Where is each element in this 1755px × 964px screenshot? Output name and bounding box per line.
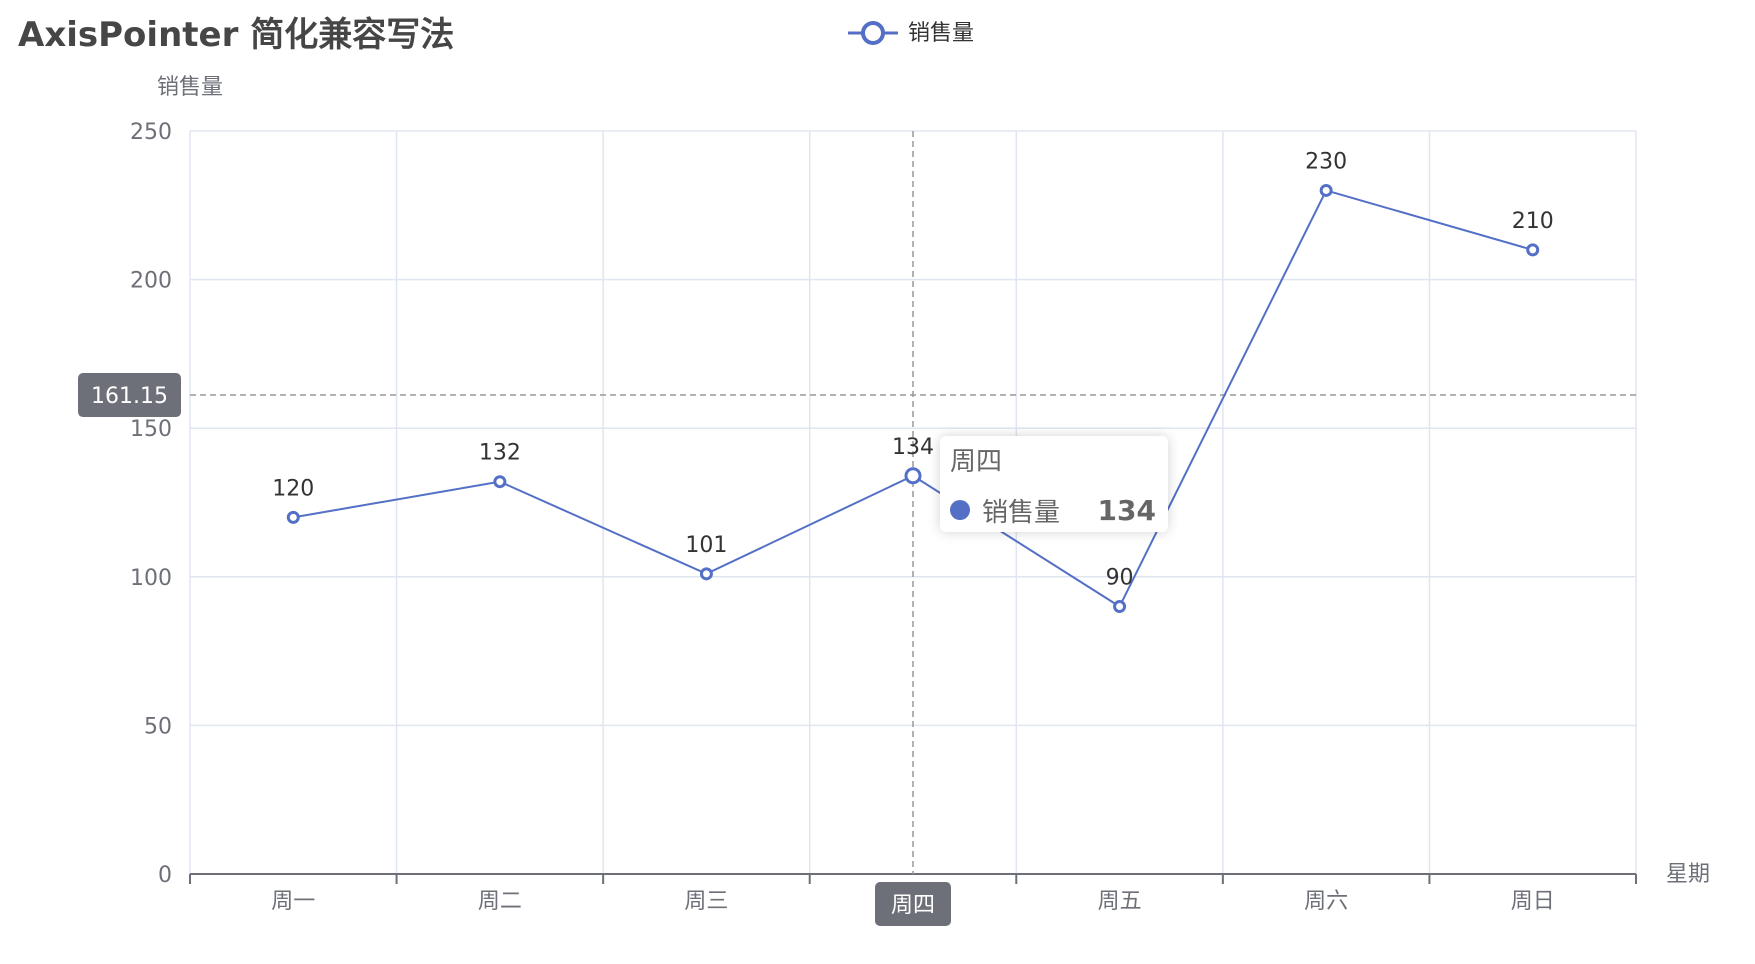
pointer-x-label: 周四 [891,893,935,918]
y-axis-name: 销售量 [157,75,223,100]
x-tick-label: 周六 [1304,889,1348,914]
legend[interactable]: 销售量 [848,21,974,46]
pointer-y-label: 161.15 [91,384,168,409]
y-axis-ticks: 0 50 100 150 200 250 [130,120,172,888]
tooltip-value: 134 [1097,493,1156,527]
data-point[interactable] [493,475,507,489]
x-axis: 周一 周二 周三 周五 周六 周日 [189,873,1637,914]
legend-circle-marker [861,21,885,45]
data-point[interactable] [1113,600,1127,614]
pointer-x-label-bg [875,882,951,926]
data-label: 210 [1512,209,1554,234]
y-tick-label: 50 [144,714,172,739]
x-tick-label: 周一 [271,889,315,914]
tooltip: 周四 销售量 134 [940,436,1168,532]
series-line[interactable] [286,183,1540,614]
y-tick-label: 250 [130,120,172,145]
data-label: 230 [1305,149,1347,174]
tooltip-series-name: 销售量 [982,497,1061,528]
axis-pointer-lines [190,131,1636,874]
y-tick-label: 150 [130,417,172,442]
data-label: 90 [1106,566,1134,591]
data-point[interactable] [699,567,713,581]
x-tick-label: 周五 [1098,889,1142,914]
chart-title: AxisPointer 简化兼容写法 [18,15,454,55]
data-label: 134 [892,435,934,460]
y-tick-label: 200 [130,269,172,294]
x-axis-name: 星期 [1666,862,1710,887]
data-label: 120 [272,476,314,501]
x-tick-label: 周二 [478,889,522,914]
data-label: 101 [685,533,727,558]
data-point[interactable] [904,467,922,485]
data-point[interactable] [1526,243,1540,257]
tooltip-row: 销售量 134 [950,492,1158,528]
x-tick-label: 周三 [684,889,728,914]
tooltip-title: 周四 [950,447,1003,477]
data-labels: 120 132 101 134 90 230 210 [272,149,1553,590]
y-tick-label: 0 [158,863,172,888]
y-tick-label: 100 [130,566,172,591]
data-label: 132 [479,441,521,466]
axis-pointer-labels: 161.15 周四 [78,373,951,926]
legend-series-label: 销售量 [908,21,974,46]
x-tick-label: 周日 [1511,889,1555,914]
data-point[interactable] [286,510,300,524]
tooltip-series-dot [950,500,970,520]
data-point[interactable] [1319,183,1333,197]
pointer-y-label-bg [78,373,181,418]
